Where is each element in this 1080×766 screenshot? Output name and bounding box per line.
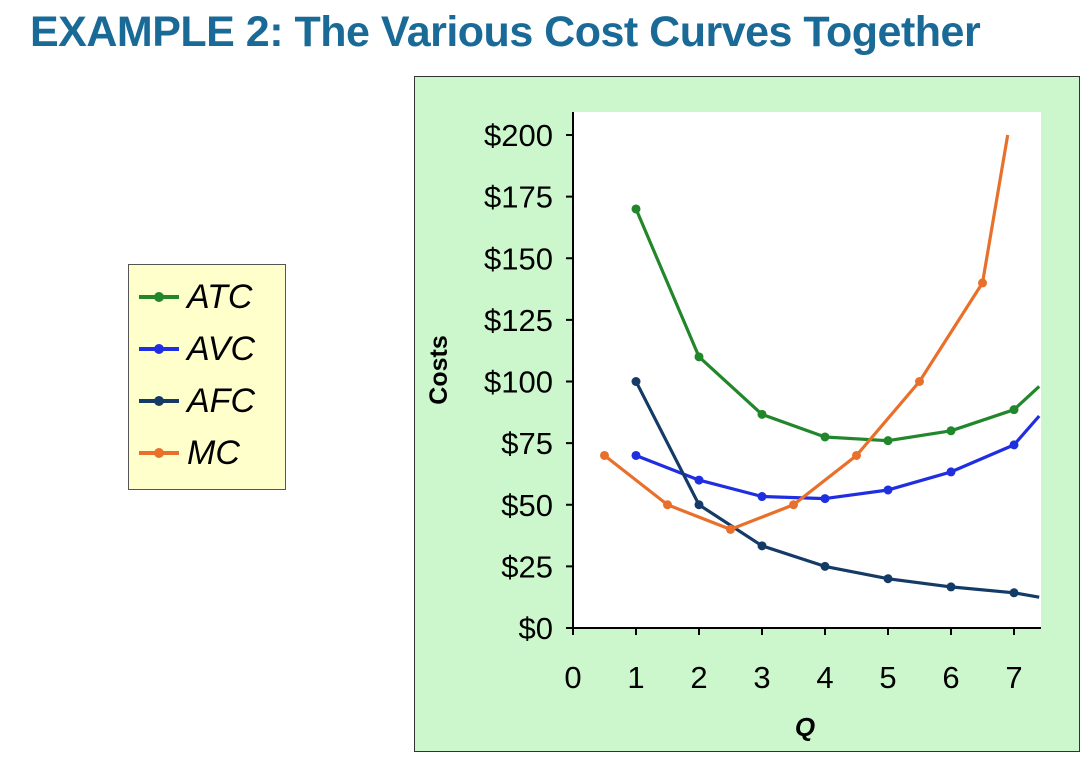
series-line-avc [635,414,1041,501]
data-point-afc [820,561,830,571]
data-point-afc [757,541,767,551]
data-point-avc [757,492,767,502]
x-tick-label: 6 [942,660,959,695]
data-point-mc [600,450,609,460]
legend-swatch-afc [139,396,179,406]
legend-dot-afc [154,396,164,406]
x-tick-label: 0 [564,660,581,695]
y-tick-label: $125 [484,303,553,338]
legend-label-afc: AFC [187,381,255,420]
data-point-afc [631,377,641,386]
data-point-atc [820,432,830,442]
data-point-atc [631,204,641,214]
legend-item-afc: AFC [139,381,255,421]
series-line-mc [603,134,1010,532]
x-tick-label: 2 [690,660,707,695]
y-tick-label: $200 [484,118,553,153]
data-point-mc [978,278,987,288]
legend-item-avc: AVC [139,329,255,369]
data-point-mc [726,524,735,534]
x-tick-label: 5 [879,660,896,695]
x-tick-label: 3 [753,660,770,695]
data-point-avc [1009,440,1019,450]
legend-item-atc: ATC [139,277,252,317]
data-point-atc [946,426,956,436]
legend-label-avc: AVC [187,329,256,368]
y-tick-label: $150 [484,241,553,276]
data-point-avc [883,485,893,495]
y-tick-label: $75 [501,426,553,461]
legend-item-mc: MC [139,433,240,473]
chart-legend: ATC AVC AFC MC [128,264,286,490]
x-tick-label: 4 [816,660,833,695]
y-tick-label: $175 [484,180,553,215]
data-point-avc [820,494,830,504]
x-tick-label: 7 [1005,660,1022,695]
x-tick-label: 1 [627,660,644,695]
data-point-atc [1009,405,1019,415]
y-tick-label: $50 [501,488,553,523]
series-line-atc [634,208,1041,443]
data-point-afc [694,500,704,510]
data-point-avc [631,450,641,460]
data-point-avc [694,475,704,485]
page-title: EXAMPLE 2: The Various Cost Curves Toget… [30,8,981,56]
y-axis-label: Costs [425,335,453,404]
legend-dot-mc [154,448,164,458]
data-point-afc [946,582,956,592]
plot-area [573,112,1041,628]
data-point-mc [915,377,924,386]
x-axis-label: Q [795,712,815,742]
data-point-mc [852,450,861,460]
data-point-afc [883,574,893,584]
y-tick-label: $0 [519,611,553,646]
legend-label-atc: ATC [187,277,253,316]
data-point-mc [789,500,798,510]
series-line-afc [634,380,1040,599]
data-point-afc [1009,588,1019,598]
data-point-atc [883,436,893,446]
legend-swatch-avc [139,344,179,354]
data-point-atc [757,409,767,419]
y-tick-label: $100 [484,365,553,400]
data-point-mc [663,500,672,510]
legend-swatch-atc [139,292,179,302]
legend-dot-atc [154,292,164,302]
data-point-avc [946,467,956,477]
data-point-atc [694,352,704,362]
legend-dot-avc [154,344,164,354]
y-tick-label: $25 [501,549,553,584]
legend-swatch-mc [139,448,179,458]
legend-label-mc: MC [187,433,240,472]
